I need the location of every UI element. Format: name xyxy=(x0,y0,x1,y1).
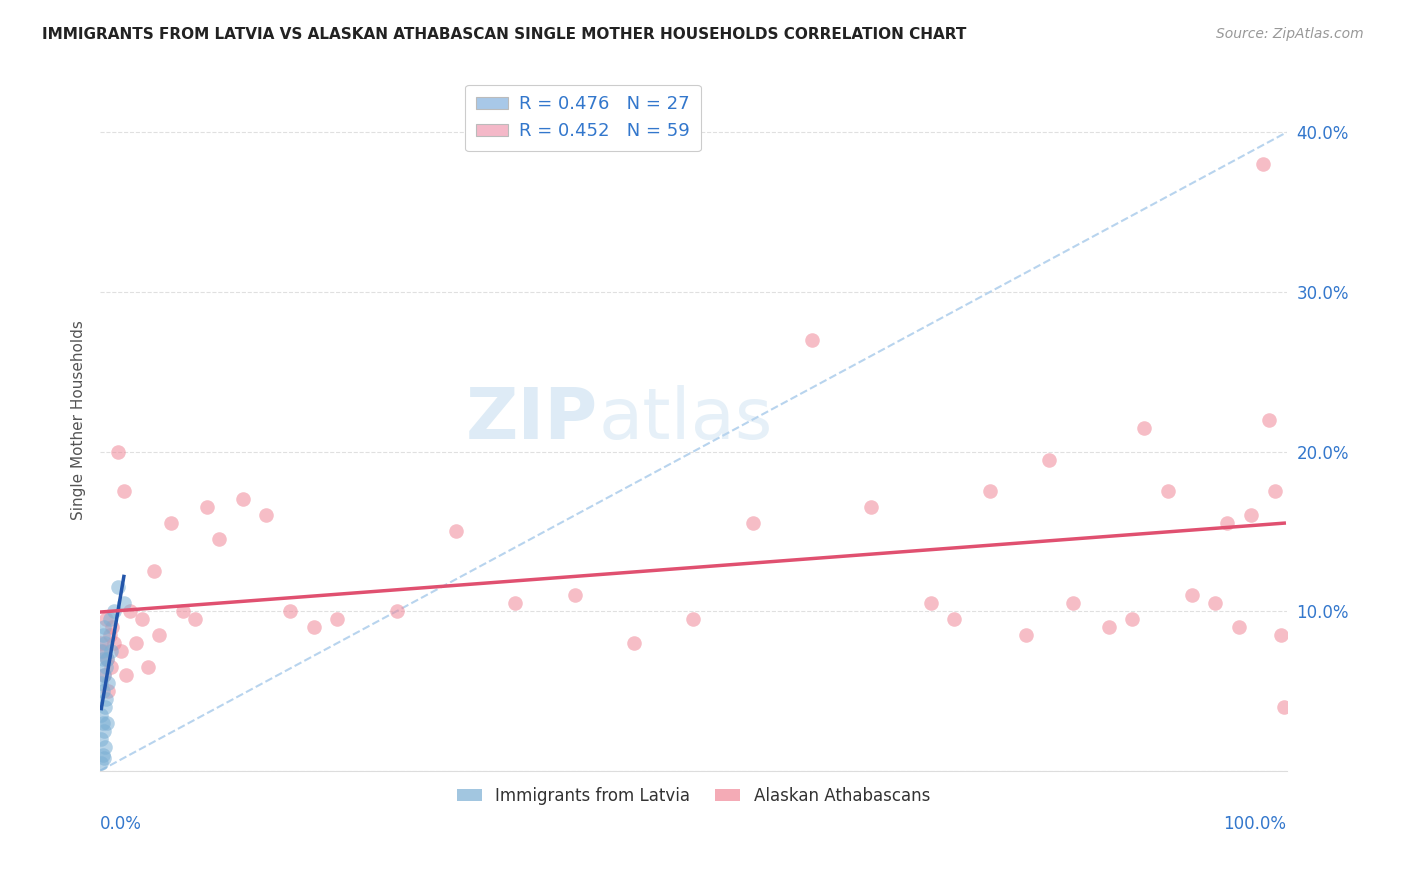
Point xyxy=(1251,157,1274,171)
Point xyxy=(107,580,129,594)
Point xyxy=(93,723,115,738)
Point xyxy=(302,620,325,634)
Point xyxy=(920,596,942,610)
Point xyxy=(91,747,114,762)
Point xyxy=(385,604,408,618)
Point xyxy=(1264,484,1286,499)
Point xyxy=(1204,596,1226,610)
Point xyxy=(564,588,586,602)
Point xyxy=(100,644,122,658)
Text: IMMIGRANTS FROM LATVIA VS ALASKAN ATHABASCAN SINGLE MOTHER HOUSEHOLDS CORRELATIO: IMMIGRANTS FROM LATVIA VS ALASKAN ATHABA… xyxy=(42,27,966,42)
Point xyxy=(254,508,277,523)
Point xyxy=(90,707,112,722)
Point xyxy=(94,612,117,626)
Point xyxy=(96,652,118,666)
Point xyxy=(1157,484,1180,499)
Point xyxy=(94,691,117,706)
Point xyxy=(125,636,148,650)
Point xyxy=(97,676,120,690)
Text: ZIP: ZIP xyxy=(467,385,599,454)
Point xyxy=(148,628,170,642)
Point xyxy=(96,715,118,730)
Text: 100.0%: 100.0% xyxy=(1223,815,1286,833)
Point xyxy=(195,500,218,515)
Text: Source: ZipAtlas.com: Source: ZipAtlas.com xyxy=(1216,27,1364,41)
Point xyxy=(1257,412,1279,426)
Point xyxy=(103,604,125,618)
Point xyxy=(160,516,183,531)
Point xyxy=(93,668,115,682)
Point xyxy=(93,668,115,682)
Point xyxy=(90,636,112,650)
Point xyxy=(1014,628,1036,642)
Text: atlas: atlas xyxy=(599,385,773,454)
Point xyxy=(100,660,122,674)
Point xyxy=(136,660,159,674)
Point xyxy=(107,444,129,458)
Point xyxy=(278,604,301,618)
Point xyxy=(1181,588,1204,602)
Point xyxy=(96,652,118,666)
Point xyxy=(94,660,117,674)
Point xyxy=(1270,628,1292,642)
Point xyxy=(90,676,112,690)
Point xyxy=(1121,612,1143,626)
Point xyxy=(90,731,112,746)
Point xyxy=(741,516,763,531)
Point xyxy=(860,500,883,515)
Point xyxy=(94,636,117,650)
Point xyxy=(98,612,121,626)
Point xyxy=(505,596,527,610)
Legend: Immigrants from Latvia, Alaskan Athabascans: Immigrants from Latvia, Alaskan Athabasc… xyxy=(450,780,936,812)
Point xyxy=(110,644,132,658)
Point xyxy=(979,484,1001,499)
Point xyxy=(801,333,824,347)
Point xyxy=(1062,596,1084,610)
Point xyxy=(97,684,120,698)
Point xyxy=(231,492,253,507)
Point xyxy=(1038,452,1060,467)
Point xyxy=(115,668,138,682)
Point xyxy=(90,756,112,770)
Point xyxy=(91,715,114,730)
Point xyxy=(208,533,231,547)
Point xyxy=(1133,420,1156,434)
Point xyxy=(94,699,117,714)
Point xyxy=(184,612,207,626)
Point xyxy=(112,596,135,610)
Point xyxy=(142,564,165,578)
Point xyxy=(682,612,704,626)
Point xyxy=(1097,620,1119,634)
Point xyxy=(94,739,117,754)
Point xyxy=(91,684,114,698)
Point xyxy=(1216,516,1239,531)
Text: 0.0%: 0.0% xyxy=(100,815,142,833)
Point xyxy=(1227,620,1250,634)
Point xyxy=(623,636,645,650)
Point xyxy=(93,751,115,765)
Point xyxy=(112,484,135,499)
Point xyxy=(91,644,114,658)
Point xyxy=(93,620,115,634)
Point xyxy=(326,612,349,626)
Y-axis label: Single Mother Households: Single Mother Households xyxy=(72,319,86,519)
Point xyxy=(91,628,114,642)
Point xyxy=(943,612,966,626)
Point xyxy=(444,524,467,539)
Point xyxy=(131,612,153,626)
Point xyxy=(101,620,124,634)
Point xyxy=(1272,699,1295,714)
Point xyxy=(103,636,125,650)
Point xyxy=(1240,508,1263,523)
Point xyxy=(118,604,141,618)
Point xyxy=(98,628,121,642)
Point xyxy=(90,644,112,658)
Point xyxy=(172,604,194,618)
Point xyxy=(91,652,114,666)
